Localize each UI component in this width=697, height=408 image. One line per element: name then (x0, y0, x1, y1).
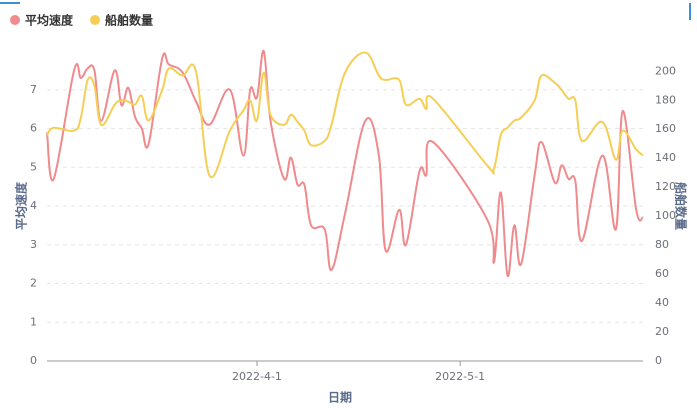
y-tick-label: 3 (30, 238, 37, 251)
y2-tick-label: 200 (655, 64, 676, 77)
y2-tick-label: 140 (655, 151, 676, 164)
series-line (46, 49, 644, 277)
x-axis-label: 日期 (328, 390, 352, 405)
legend-label: 船舶数量 (105, 13, 153, 28)
series-line (46, 51, 644, 179)
y2-tick-label: 80 (655, 238, 669, 251)
y-tick-label: 2 (30, 277, 37, 290)
y-tick-label: 5 (30, 160, 37, 173)
y2-tick-label: 100 (655, 209, 676, 222)
x-tick-label: 2022-4-1 (232, 370, 282, 383)
y-tick-label: 4 (30, 199, 37, 212)
y2-tick-label: 20 (655, 325, 669, 338)
y-axis-label: 平均速度 (14, 181, 29, 230)
y2-axis-label: 船舶数量 (674, 182, 689, 230)
y-tick-label: 7 (30, 83, 37, 96)
y2-tick-label: 120 (655, 180, 676, 193)
legend-marker (90, 15, 101, 25)
y2-tick-label: 160 (655, 122, 676, 135)
y2-tick-label: 0 (655, 354, 662, 367)
y2-tick-label: 180 (655, 93, 676, 106)
legend-label: 平均速度 (25, 13, 74, 28)
y-tick-label: 0 (30, 354, 37, 367)
y-tick-label: 6 (30, 122, 37, 135)
y2-tick-label: 40 (655, 296, 669, 309)
y2-tick-label: 60 (655, 267, 669, 280)
y-tick-label: 1 (30, 315, 37, 328)
legend-marker (10, 15, 20, 25)
x-tick-label: 2022-5-1 (435, 370, 485, 383)
